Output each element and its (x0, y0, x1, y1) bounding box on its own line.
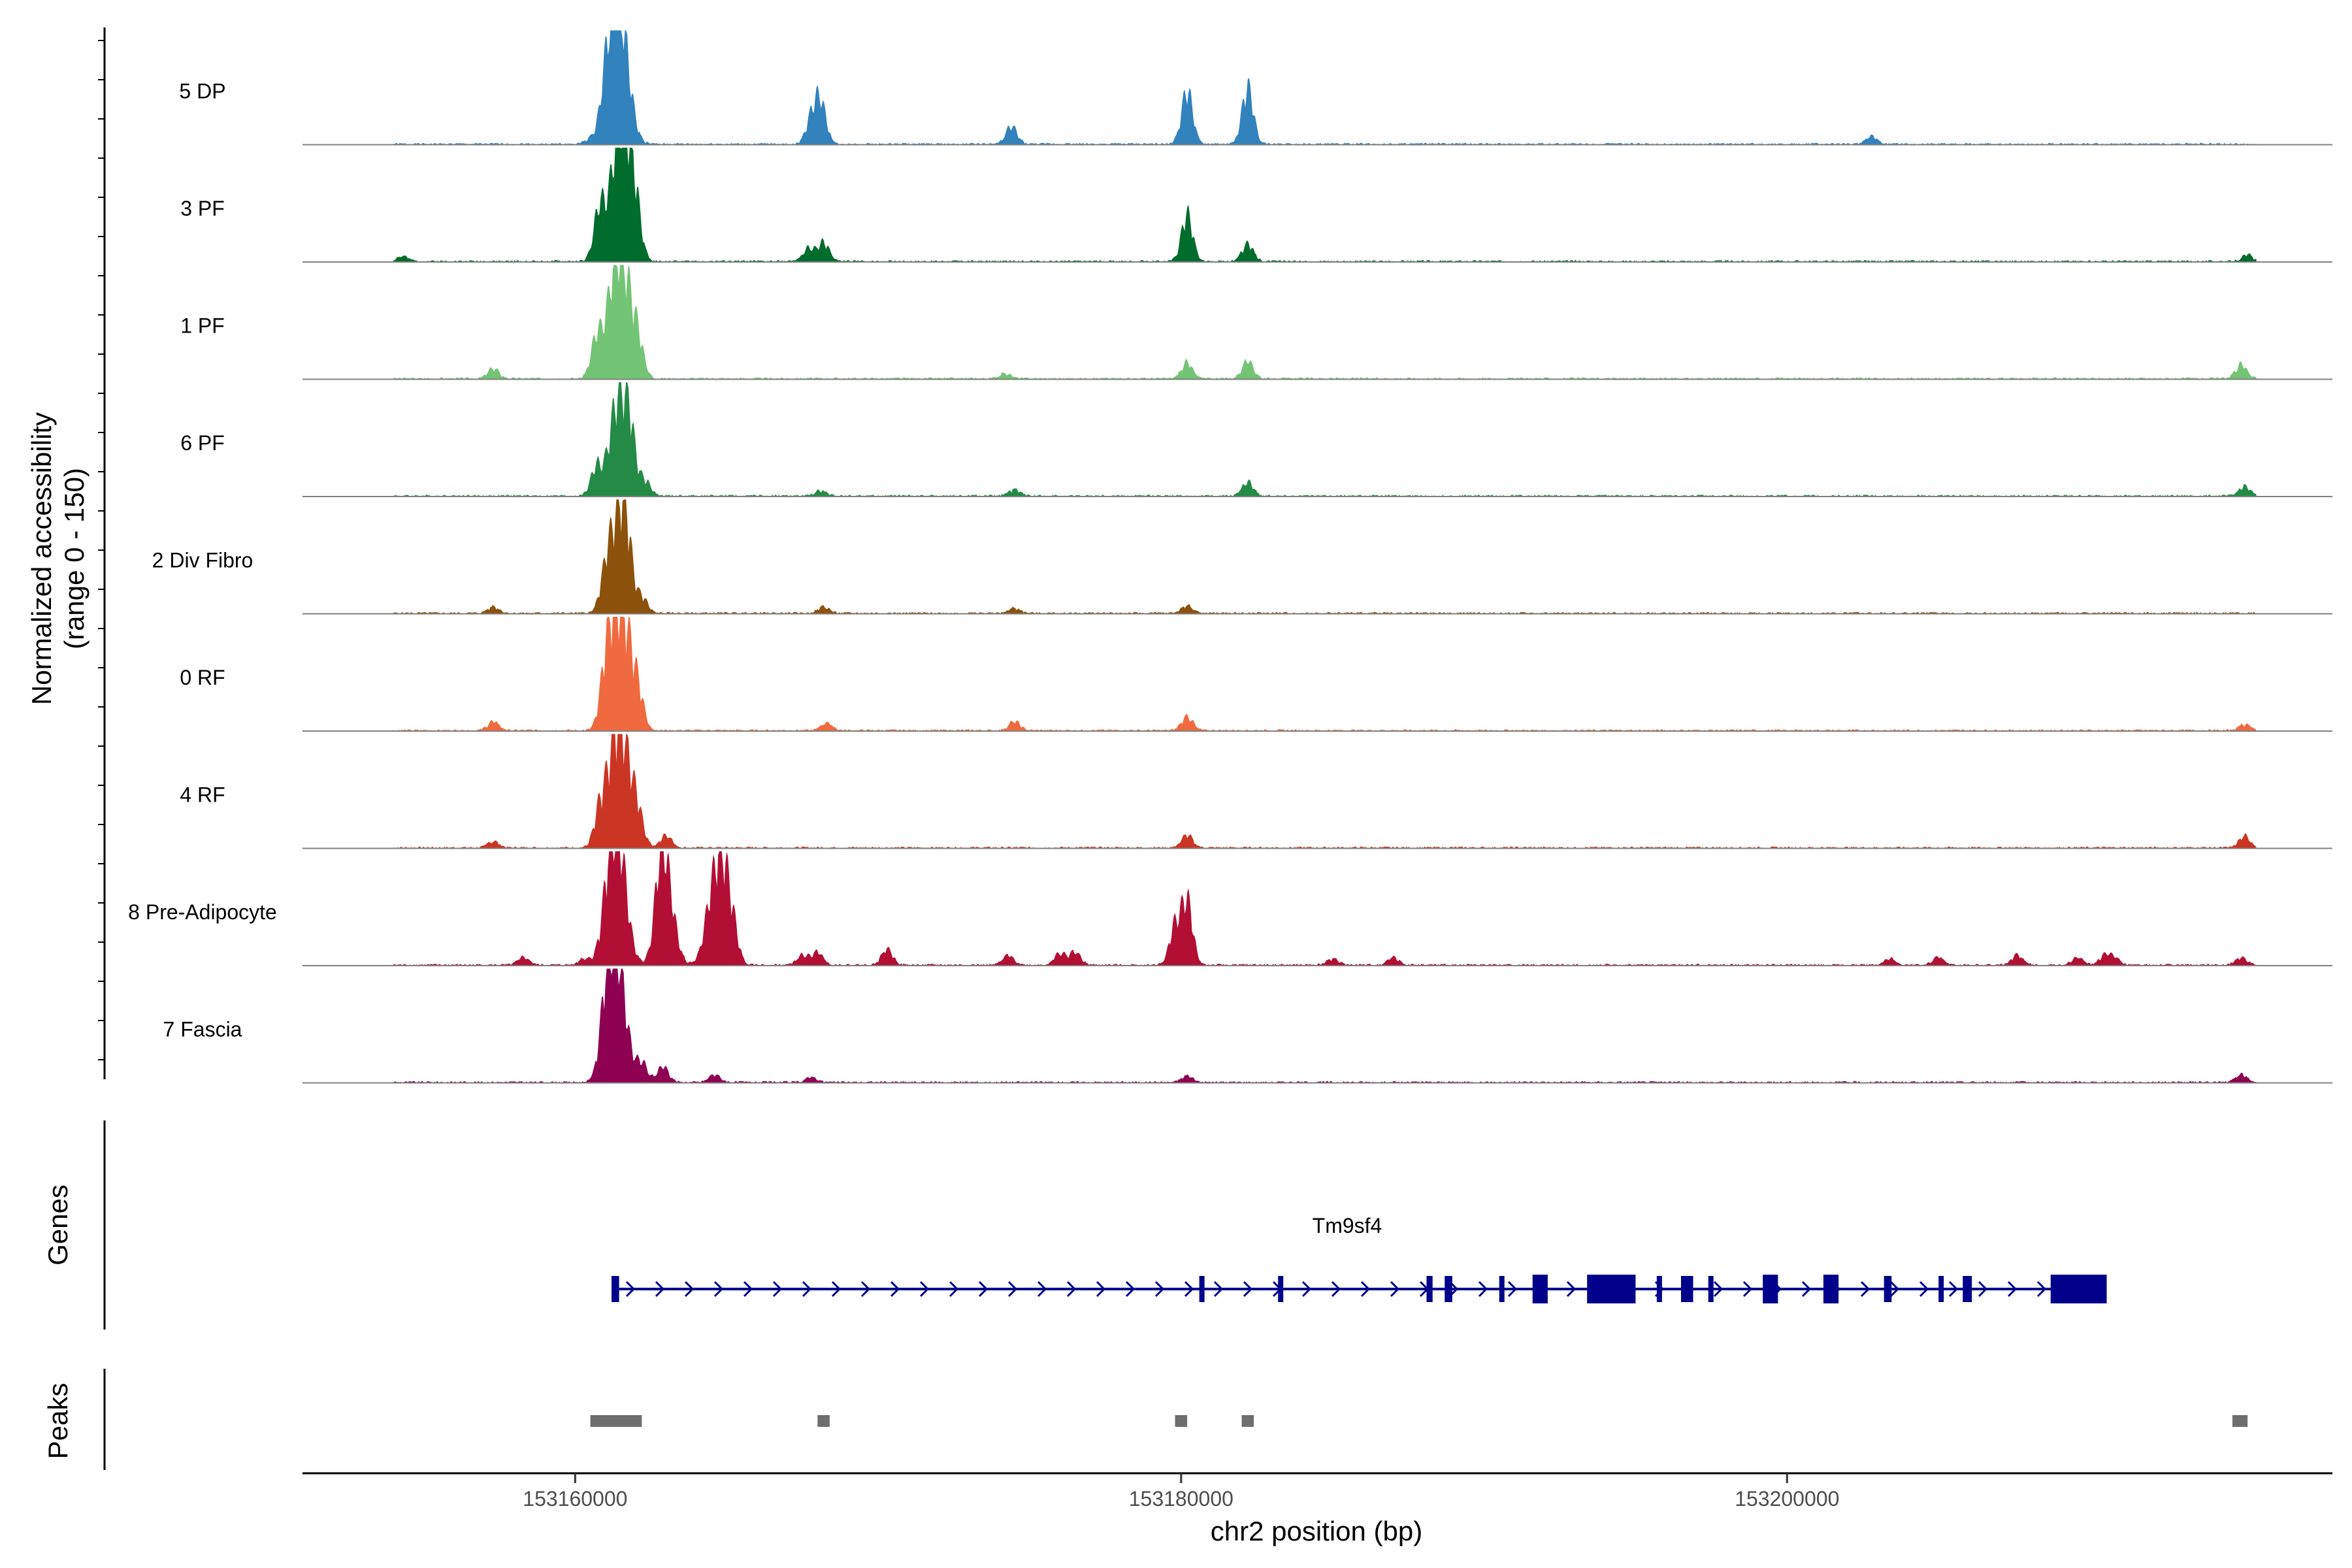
x-tick-label: 153180000 (1129, 1487, 1233, 1511)
strand-arrow (1154, 1281, 1165, 1298)
strand-arrow (655, 1281, 665, 1298)
strand-arrow (1713, 1281, 1723, 1298)
y-axis-title-line2: (range 0 - 150) (59, 468, 90, 649)
coverage-track-3-pf: 3 PF (180, 148, 2332, 263)
strand-arrow (1919, 1281, 1929, 1298)
strand-arrow (1243, 1281, 1253, 1298)
gene-track: Tm9sf4 (612, 1214, 2107, 1303)
gene-exon (1656, 1276, 1662, 1302)
gene-exon (1445, 1276, 1452, 1302)
gene-exon (1938, 1276, 1944, 1302)
strand-arrow (1390, 1281, 1400, 1298)
track-label-2-div-fibro: 2 Div Fibro (152, 549, 253, 572)
strand-arrow (1007, 1281, 1018, 1298)
x-axis: 153160000 153180000 153200000 (302, 1472, 2332, 1511)
gene-exon (612, 1276, 619, 1302)
strand-arrow (1037, 1281, 1047, 1298)
peak-region (817, 1415, 830, 1427)
strand-arrow (743, 1281, 753, 1298)
strand-arrow (978, 1281, 988, 1298)
x-tick-label: 153200000 (1735, 1487, 1839, 1511)
strand-arrow (1213, 1281, 1224, 1298)
strand-arrow (1566, 1281, 1576, 1298)
gene-exon (1532, 1275, 1548, 1303)
strand-arrow (1331, 1281, 1341, 1298)
strand-arrow (772, 1281, 783, 1298)
peaks-track (590, 1415, 2248, 1427)
strand-arrow (2007, 1281, 2017, 1298)
gene-exon (1708, 1276, 1714, 1302)
strand-arrow (1096, 1281, 1106, 1298)
peak-region (1241, 1415, 1254, 1427)
strand-arrow (1478, 1281, 1488, 1298)
peak-region (590, 1415, 642, 1427)
strand-arrow (1360, 1281, 1371, 1298)
strand-arrow (1301, 1281, 1312, 1298)
coverage-tracks: 5 DP 3 PF 1 PF 6 PF 2 Div Fibro 0 RF 4 RF 8 Pre… (128, 30, 2332, 1084)
strand-arrow (625, 1281, 636, 1298)
coverage-track-6-pf: 6 PF (180, 382, 2332, 497)
coverage-track-8-pre-adipocyte: 8 Pre-Adipocyte (128, 851, 2332, 966)
coverage-track-2-div-fibro: 2 Div Fibro (152, 499, 2332, 615)
strand-arrow (890, 1281, 900, 1298)
coverage-y-axis (98, 27, 106, 1079)
gene-exon (1963, 1276, 1972, 1302)
strand-arrow (860, 1281, 871, 1298)
gene-exon (1426, 1276, 1433, 1302)
gene-exon (1763, 1275, 1778, 1303)
peak-region (2232, 1415, 2248, 1427)
gene-exon (1680, 1276, 1693, 1302)
strand-arrow (684, 1281, 694, 1298)
peaks-panel-title: Peaks (42, 1383, 73, 1460)
strand-arrow (1889, 1281, 1900, 1298)
gene-exon (1823, 1275, 1839, 1303)
track-label-6-pf: 6 PF (180, 431, 225, 455)
strand-arrow (1948, 1281, 1959, 1298)
strand-arrow (1507, 1281, 1518, 1298)
gene-exon (1499, 1276, 1505, 1302)
strand-arrow (919, 1281, 930, 1298)
strand-arrow (1184, 1281, 1194, 1298)
strand-arrow (1125, 1281, 1135, 1298)
coverage-track-5-dp: 5 DP (179, 30, 2332, 146)
x-tick-label: 153160000 (523, 1487, 627, 1511)
strand-arrow (2036, 1281, 2047, 1298)
peak-region (1175, 1415, 1188, 1427)
track-label-1-pf: 1 PF (180, 314, 225, 338)
y-axis-title-line1: Normalized accessibility (26, 412, 57, 705)
gene-exon (1278, 1276, 1284, 1302)
track-label-8-pre-adipocyte: 8 Pre-Adipocyte (128, 900, 277, 924)
strand-arrow (1742, 1281, 1753, 1298)
coverage-track-7-fascia: 7 Fascia (163, 968, 2332, 1084)
strand-arrow (831, 1281, 841, 1298)
track-label-4-rf: 4 RF (180, 783, 225, 807)
gene-exon (1199, 1276, 1205, 1302)
gene-exon (1587, 1275, 1636, 1303)
gene-exon (1884, 1276, 1892, 1302)
coverage-track-0-rf: 0 RF (180, 617, 2332, 732)
coverage-track-1-pf: 1 PF (180, 265, 2332, 380)
track-label-5-dp: 5 DP (179, 80, 225, 103)
gene-label-tm9sf4: Tm9sf4 (1313, 1214, 1382, 1237)
strand-arrow (1978, 1281, 1988, 1298)
genes-panel-title: Genes (42, 1184, 73, 1266)
track-label-7-fascia: 7 Fascia (163, 1018, 242, 1041)
strand-arrow (1066, 1281, 1077, 1298)
coverage-track-4-rf: 4 RF (180, 734, 2332, 849)
track-label-0-rf: 0 RF (180, 666, 225, 689)
strand-arrow (1860, 1281, 1870, 1298)
strand-arrow (949, 1281, 959, 1298)
gene-exon (2050, 1275, 2107, 1303)
strand-arrow (802, 1281, 812, 1298)
strand-arrow (713, 1281, 724, 1298)
strand-arrow (1801, 1281, 1812, 1298)
x-axis-title: chr2 position (bp) (1211, 1516, 1423, 1546)
track-label-3-pf: 3 PF (180, 197, 225, 220)
